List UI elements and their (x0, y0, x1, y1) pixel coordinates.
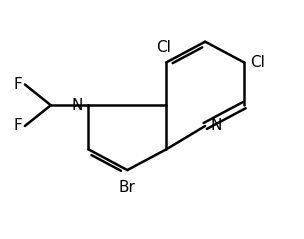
Text: F: F (14, 77, 22, 92)
Text: Cl: Cl (250, 55, 265, 70)
Text: F: F (14, 119, 22, 134)
Text: Br: Br (119, 180, 136, 196)
Text: N: N (72, 98, 83, 113)
Text: N: N (210, 119, 222, 134)
Text: Cl: Cl (156, 40, 171, 55)
